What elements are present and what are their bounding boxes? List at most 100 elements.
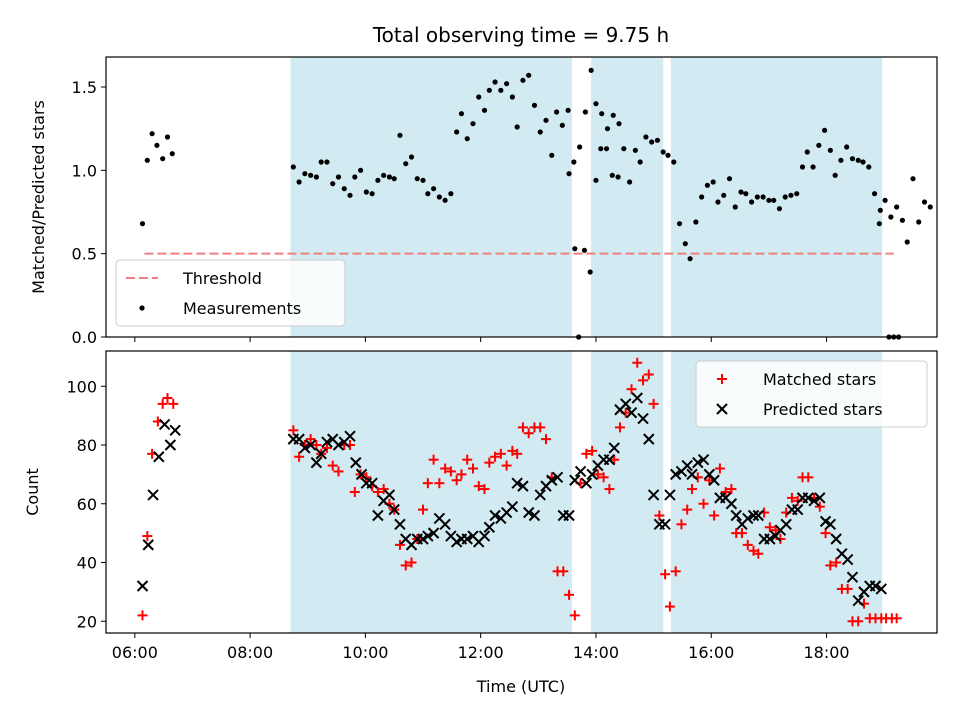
measurement-point — [308, 172, 314, 178]
measurement-point — [154, 142, 160, 148]
measurement-point — [788, 192, 794, 198]
predicted-point — [489, 509, 501, 522]
legend-entry-label: Matched stars — [763, 370, 876, 389]
predicted-point — [563, 509, 575, 522]
predicted-point — [697, 453, 710, 466]
predicted-point — [315, 448, 327, 460]
measurement-point — [296, 179, 302, 185]
predicted-point — [574, 465, 587, 478]
measurement-point — [514, 124, 520, 130]
measurement-point — [821, 127, 828, 133]
matched-point — [786, 492, 797, 503]
predicted-point — [478, 530, 491, 542]
measurement-point — [566, 171, 572, 177]
matched-point — [467, 463, 478, 474]
measurement-point — [782, 194, 788, 200]
matched-point — [406, 557, 417, 568]
predicted-point — [388, 503, 400, 516]
matched-point — [720, 487, 731, 497]
measurement-point — [470, 121, 476, 127]
predicted-point — [147, 489, 159, 501]
measurement-point — [816, 142, 822, 148]
measurement-point — [164, 134, 171, 140]
predicted-point — [439, 518, 451, 531]
measurement-point — [882, 197, 888, 203]
predicted-point — [686, 468, 698, 481]
matched-point — [535, 422, 546, 433]
predicted-point — [383, 489, 396, 501]
measurement-point — [610, 112, 616, 118]
measurement-point — [588, 67, 594, 73]
matched-point — [288, 425, 299, 436]
measurement-point — [144, 157, 150, 163]
predicted-point — [304, 439, 317, 451]
matched-point — [349, 487, 360, 497]
measurement-point — [464, 136, 470, 142]
matched-point — [321, 442, 332, 453]
measurement-point — [743, 191, 749, 197]
measurement-point — [381, 172, 387, 178]
predicted-point — [659, 518, 671, 531]
predicted-point — [158, 418, 171, 431]
measurement-point — [352, 174, 358, 180]
predicted-point — [875, 583, 887, 595]
measurement-point — [313, 174, 319, 180]
measurement-point — [599, 111, 605, 117]
matched-point — [604, 484, 615, 495]
count-panel: 20 40 60 80 100 06:00 08:00 10:00 12:00 14:00 16:0… — [23, 350, 938, 662]
matched-point — [792, 495, 803, 506]
predicted-point — [355, 468, 368, 481]
measurement-point — [492, 79, 498, 85]
predicted-point — [643, 433, 655, 445]
measurement-point — [849, 156, 856, 162]
matched-point — [891, 613, 902, 624]
matched-point — [598, 472, 609, 483]
predicted-point — [534, 489, 546, 501]
measurement-point — [609, 172, 615, 178]
measurement-point — [565, 107, 571, 113]
matched-point — [462, 454, 473, 465]
measurement-point — [894, 204, 900, 210]
matched-point — [764, 522, 775, 533]
measurement-point — [649, 139, 655, 145]
predicted-point — [528, 509, 541, 522]
matched-point — [378, 484, 389, 495]
predicted-point — [586, 468, 598, 481]
measurement-point — [357, 167, 364, 173]
measurement-point — [604, 126, 611, 132]
predicted-point — [603, 453, 616, 466]
x-tick-label: 16:00 — [688, 643, 734, 662]
predicted-point — [299, 442, 311, 454]
measurement-point — [838, 157, 844, 163]
predicted-point — [692, 456, 704, 469]
measurement-point — [844, 144, 850, 150]
matched-point — [168, 398, 179, 409]
predicted-point — [321, 436, 333, 448]
predicted-point — [780, 518, 792, 531]
measurement-point — [347, 192, 353, 198]
predicted-point — [631, 392, 643, 404]
measurement-point — [330, 181, 336, 187]
measurement-point — [324, 159, 330, 165]
measurement-point — [430, 186, 437, 192]
measurement-point — [531, 102, 538, 108]
matched-point — [753, 548, 764, 559]
legend: Threshold Measurements — [115, 259, 346, 327]
measurement-point — [827, 147, 833, 153]
matched-point — [687, 484, 698, 495]
matched-point — [853, 616, 864, 627]
matched-point — [558, 566, 569, 577]
matched-point — [569, 610, 580, 621]
observing-span — [670, 57, 883, 337]
matched-point — [831, 557, 842, 568]
legend: Matched stars Predicted stars — [695, 360, 928, 428]
matched-point — [698, 498, 709, 509]
measurement-point — [682, 241, 688, 247]
matched-point — [587, 445, 598, 456]
measurement-point — [877, 207, 883, 213]
measurement-point — [654, 137, 661, 143]
measurement-point — [559, 122, 565, 128]
predicted-point — [153, 451, 165, 463]
predicted-point — [742, 512, 754, 525]
